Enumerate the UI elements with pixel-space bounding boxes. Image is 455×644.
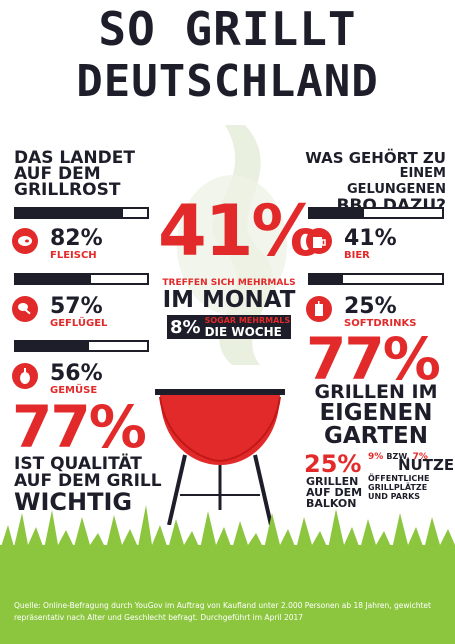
garden-text-line: GRILLEN IM [314,381,438,403]
quality-percent: 77% [12,393,147,461]
public-big-text: NUTZEN [398,456,455,474]
steak-icon [12,228,38,254]
left-heading: DAS LANDET AUF DEM GRILLROST [14,148,135,200]
softdrink-progress-fill [310,275,343,283]
softdrink-percent: 25% [344,294,397,319]
chicken-leg-icon [12,296,38,322]
right-heading-line: WAS GEHÖRT ZU [305,149,446,167]
title-line-1: SO GRILLT [98,2,357,56]
balcony-text-line: BALKON [306,497,357,510]
quality-text-line: AUF DEM GRILL [14,471,162,491]
meat-progress-fill [16,209,124,217]
poultry-label: GEFLÜGEL [50,318,108,329]
vegetable-progress-bar [14,340,149,352]
poultry-progress-bar [14,273,149,285]
center-text-big: IM MONAT [162,287,296,313]
grass-graphic [0,505,455,644]
public-grill-block: 9% BZW. 7% NUTZEN ÖFFENTLICHE GRILLPLÄTZ… [368,452,455,501]
public-percent-row: 9% BZW. 7% [368,452,448,462]
center-text-small: TREFFEN SICH MEHRMALS [162,278,296,288]
soft-drink-icon [306,296,332,322]
balcony-text-line: GRILLEN [306,475,359,488]
source-note: Quelle: Online-Befragung durch YouGov im… [14,601,431,622]
poultry-progress-fill [16,275,91,283]
beer-progress-fill [310,209,365,217]
public-small-line: UND PARKS [368,492,421,501]
softdrink-progress-bar [308,273,444,285]
right-heading-line: EINEM GELUNGENEN [347,166,446,197]
garden-text-line: EIGENEN [319,400,433,426]
weekly-box: 8% SOGAR MEHRMALS DIE WOCHE [167,315,291,339]
vegetable-icon [12,363,38,389]
poultry-percent: 57% [50,294,103,319]
public-small-line: ÖFFENTLICHE [368,474,430,483]
smoke-graphic [177,125,287,365]
garden-text: GRILLEN IM EIGENEN GARTEN [306,382,446,448]
vegetable-percent: 56% [50,361,103,386]
balcony-text: GRILLEN AUF DEM BALKON [306,476,362,509]
public-percent-2: 7% [412,452,428,462]
meat-progress-bar [14,207,149,219]
left-heading-line: DAS LANDET [14,148,135,168]
beer-label: BIER [344,250,370,261]
balcony-text-line: AUF DEM [306,486,363,499]
garden-text-line: GARTEN [323,423,428,449]
public-percent-1: 9% [368,452,384,462]
balcony-percent: 25% [304,450,362,478]
public-small-text: ÖFFENTLICHE GRILLPLÄTZE UND PARKS [368,474,448,501]
meat-label: FLEISCH [50,250,97,261]
right-heading: WAS GEHÖRT ZU EINEM GELUNGENEN BBQ DAZU? [298,149,446,215]
left-heading-line: GRILLROST [14,180,121,200]
quality-text: IST QUALITÄT AUF DEM GRILL WICHTIG [14,454,162,516]
weekly-percent: 8% [170,316,201,338]
vegetable-label: GEMÜSE [50,385,98,396]
weekly-text-big: DIE WOCHE [204,325,282,339]
vegetable-progress-fill [16,342,90,350]
quality-text-line: WICHTIG [14,488,133,516]
title-line-2: DEUTSCHLAND [76,56,379,107]
public-separator: BZW. [386,452,410,461]
garden-percent: 77% [306,325,441,393]
weekly-text: SOGAR MEHRMALS DIE WOCHE [205,316,291,338]
weekly-text-small: SOGAR MEHRMALS [204,316,291,325]
quality-text-line: IST QUALITÄT [14,454,142,474]
beer-mug-icon [306,228,332,254]
meat-percent: 82% [50,226,103,251]
kettle-grill-illustration [155,389,285,525]
beer-progress-bar [308,207,444,219]
softdrink-label: SOFTDRINKS [344,318,417,329]
public-small-line: GRILLPLÄTZE [368,483,428,492]
beer-percent: 41% [344,226,397,251]
center-percent: 41% [158,190,322,272]
left-heading-line: AUF DEM [14,164,101,184]
